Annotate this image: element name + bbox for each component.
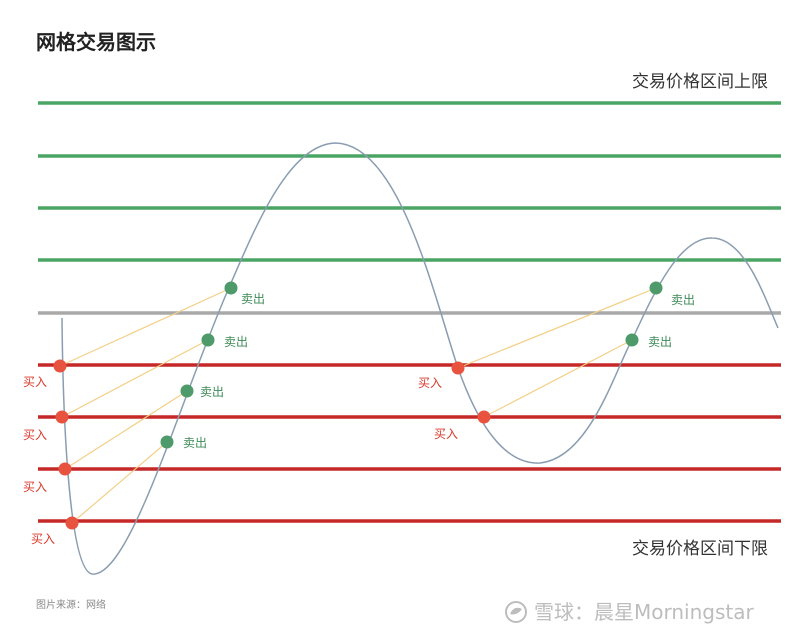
buy-label-3: 买入	[23, 480, 47, 494]
sell-label-6: 卖出	[648, 335, 672, 349]
trade-link-6	[483, 339, 633, 418]
buy-label-5: 买入	[418, 376, 442, 390]
trade-link-2	[61, 339, 209, 418]
upper-bound-label: 交易价格区间上限	[632, 72, 768, 92]
price-curve	[61, 142, 779, 575]
sell-label-4: 卖出	[183, 436, 207, 450]
source-note: 图片来源：网络	[36, 598, 106, 611]
sell-point-4	[160, 435, 174, 449]
trade-link-1	[59, 287, 232, 367]
buy-point-3	[58, 462, 72, 476]
watermark: 雪球：晨星Morningstar	[505, 600, 754, 624]
sell-label-3: 卖出	[200, 385, 224, 399]
buy-point-6	[477, 410, 491, 424]
buy-point-5	[451, 361, 465, 375]
buy-label-6: 买入	[434, 427, 458, 441]
buy-point-4	[65, 516, 79, 530]
sell-point-1	[224, 281, 238, 295]
buy-label-1: 买入	[23, 375, 47, 389]
grid-lines	[38, 101, 781, 523]
sell-label-5: 卖出	[671, 293, 695, 307]
sell-label-2: 卖出	[224, 335, 248, 349]
trade-link-4	[71, 441, 168, 524]
sell-point-2	[201, 333, 215, 347]
buy-label-2: 买入	[23, 428, 47, 442]
trade-link-5	[457, 287, 657, 369]
trade-link-3	[64, 390, 188, 470]
snowball-logo-icon	[505, 601, 527, 623]
trade-links	[59, 287, 657, 524]
lower-bound-label: 交易价格区间下限	[632, 539, 768, 559]
buy-point-2	[55, 410, 69, 424]
buy-point-1	[53, 359, 67, 373]
sell-point-3	[180, 384, 194, 398]
sell-point-5	[649, 281, 663, 295]
buy-label-4: 买入	[31, 532, 55, 546]
sell-label-1: 卖出	[241, 292, 265, 306]
watermark-text: 雪球：晨星Morningstar	[534, 600, 754, 624]
diagram-title: 网格交易图示	[36, 30, 156, 54]
sell-point-6	[625, 333, 639, 347]
